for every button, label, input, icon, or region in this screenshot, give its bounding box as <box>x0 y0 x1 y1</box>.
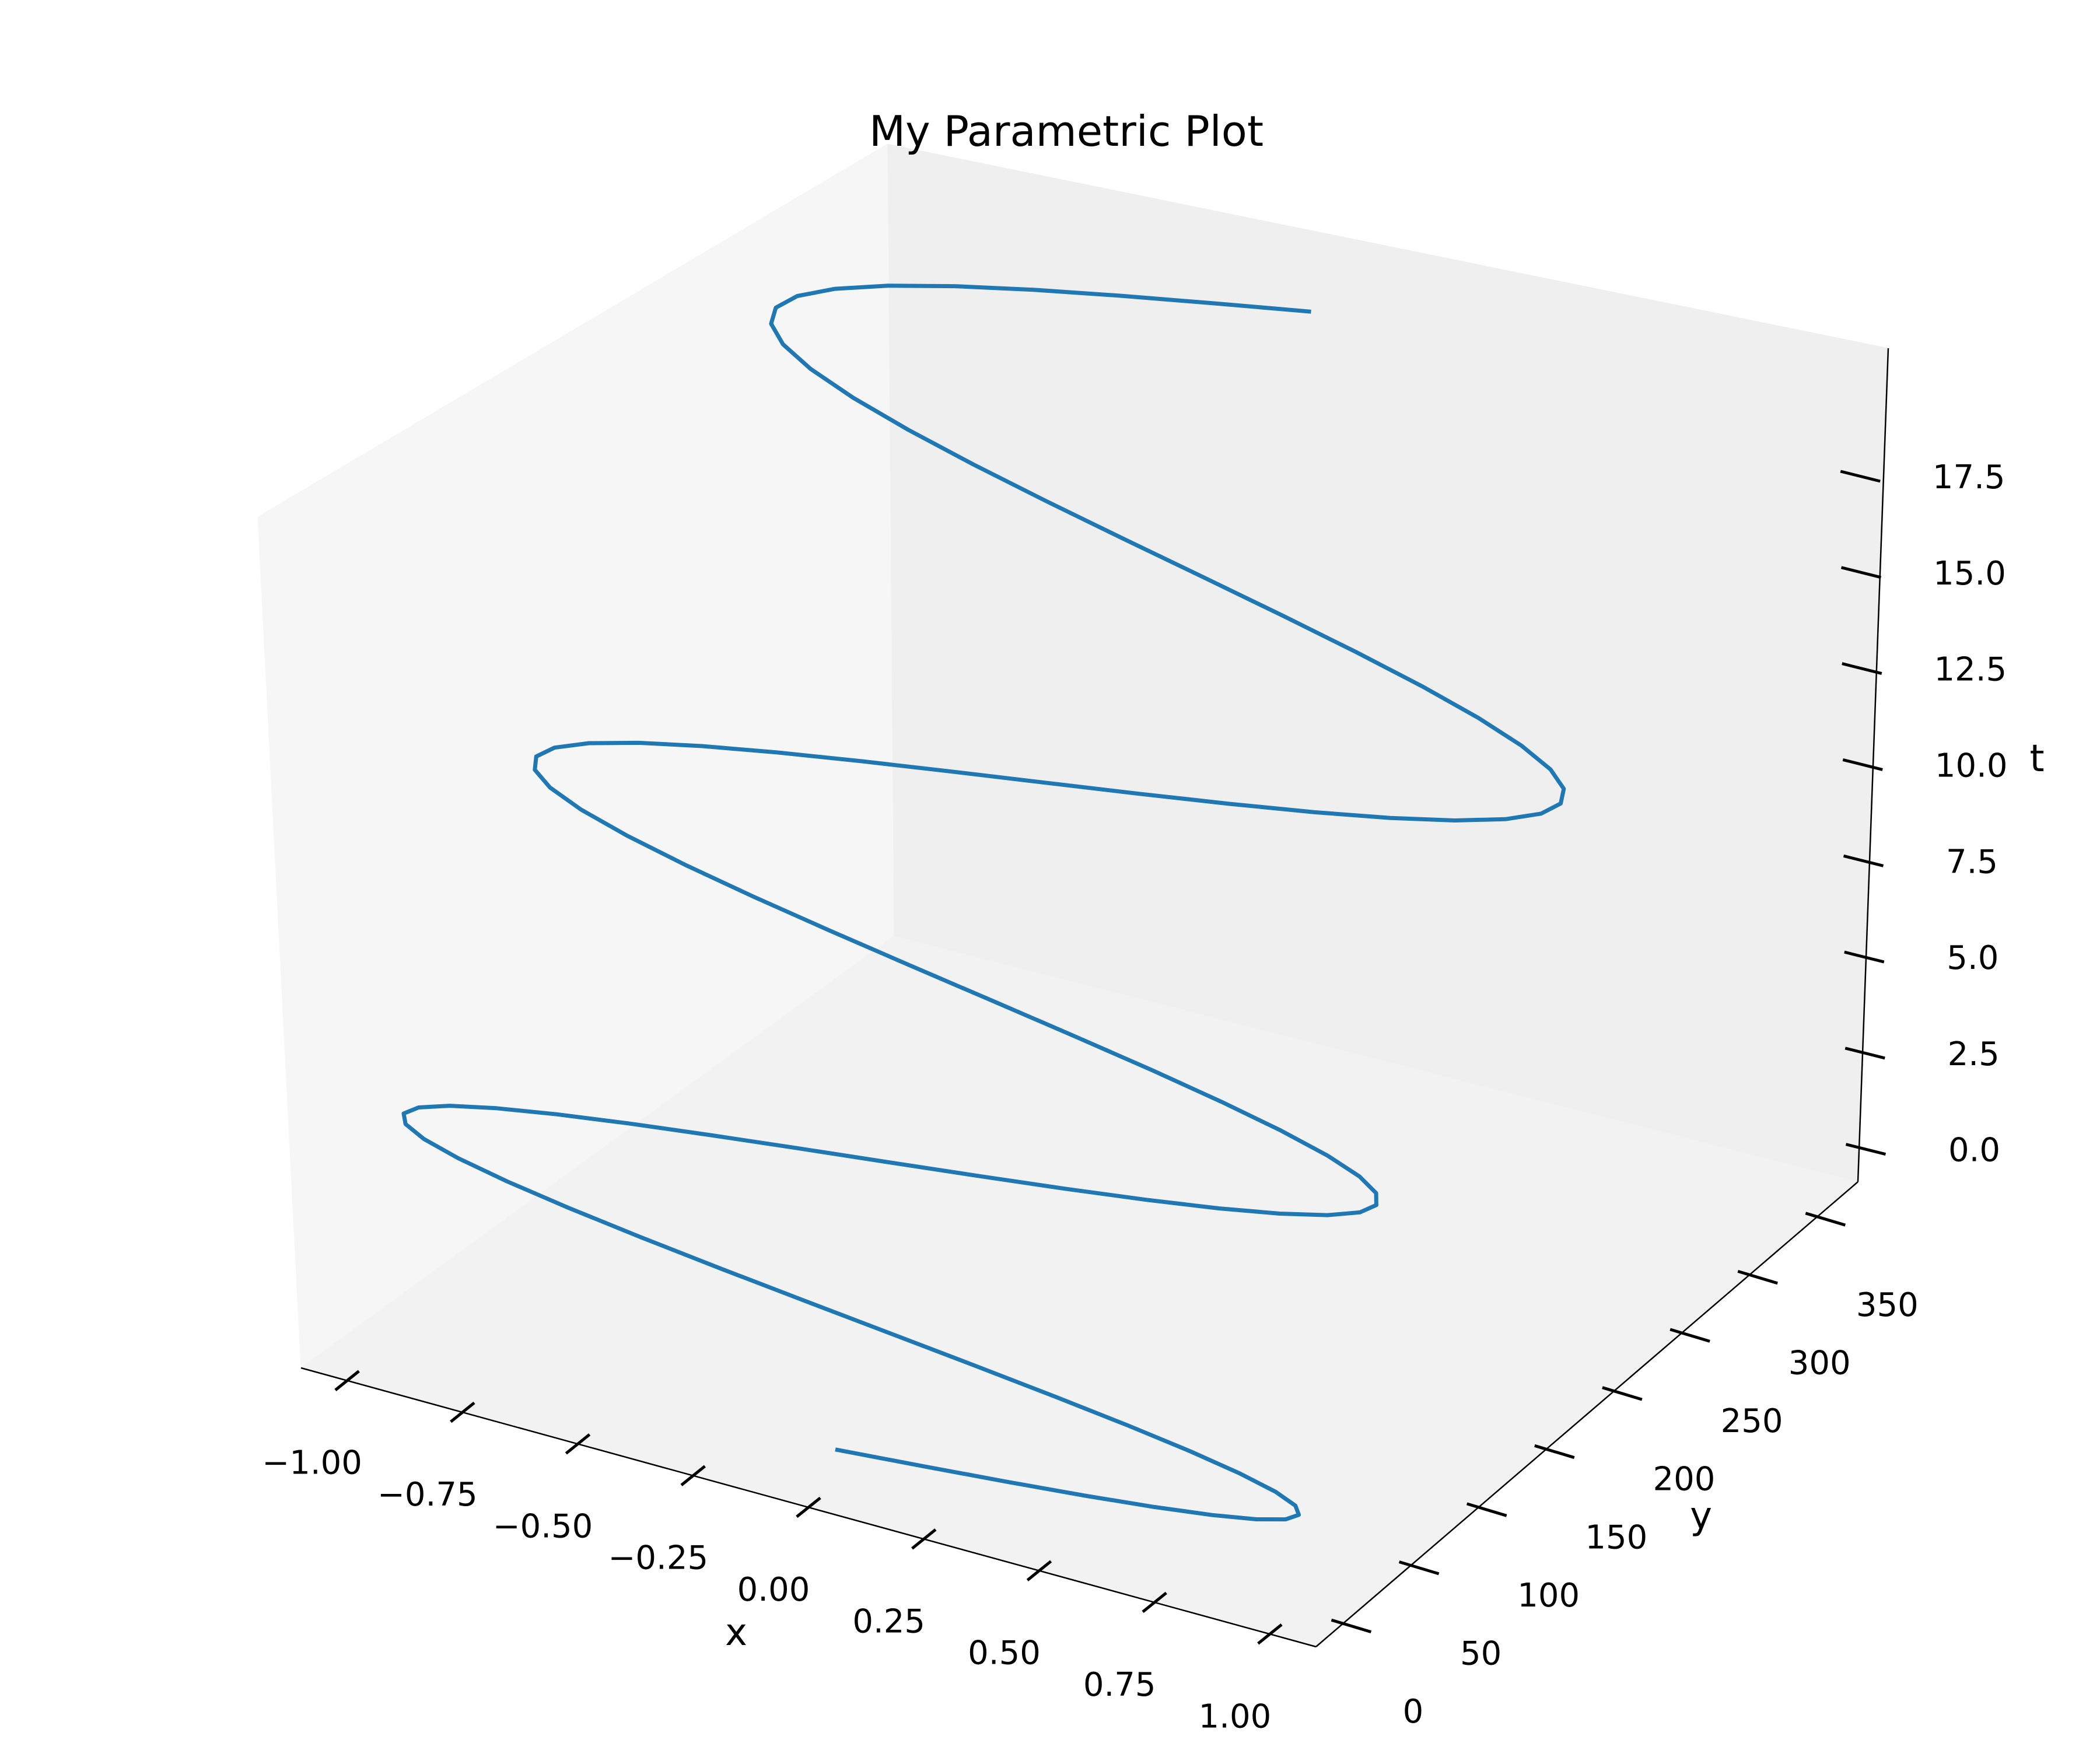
x-tick-label: −1.00 <box>262 1444 362 1482</box>
y-tick <box>1737 1270 1778 1285</box>
x-tick <box>565 1433 591 1455</box>
z-tick-label: 0.0 <box>1948 1132 2000 1170</box>
x-tick-label: 0.00 <box>737 1571 810 1609</box>
x-tick-label: 1.00 <box>1199 1698 1272 1735</box>
y-tick <box>1331 1618 1372 1633</box>
x-tick <box>796 1496 821 1518</box>
x-tick-label: −0.25 <box>608 1539 708 1577</box>
z-tick-label: 7.5 <box>1946 843 1998 881</box>
y-tick <box>1466 1502 1507 1517</box>
y-tick-label: 250 <box>1721 1402 1783 1440</box>
x-axis-label: x <box>725 1611 747 1654</box>
z-tick <box>1845 1046 1885 1060</box>
y-tick-label: 150 <box>1585 1518 1647 1556</box>
z-tick-label: 2.5 <box>1948 1035 2000 1073</box>
y-tick <box>1805 1212 1846 1227</box>
x-tick <box>450 1401 475 1423</box>
x-tick <box>1142 1591 1167 1614</box>
y-tick-label: 200 <box>1653 1461 1715 1499</box>
z-tick <box>1840 566 1882 579</box>
y-tick-label: 350 <box>1856 1286 1919 1324</box>
z-tick-label: 12.5 <box>1934 651 2007 689</box>
y-tick <box>1534 1444 1575 1460</box>
y-tick-label: 50 <box>1460 1635 1502 1673</box>
x-tick <box>334 1370 360 1391</box>
z-tick-label: 10.0 <box>1935 747 2008 785</box>
y-tick <box>1398 1560 1440 1576</box>
z-tick-label: 15.0 <box>1933 555 2006 593</box>
z-tick <box>1843 854 1884 867</box>
x-tick <box>1026 1560 1052 1581</box>
z-tick <box>1842 662 1882 676</box>
y-tick-label: 100 <box>1517 1577 1580 1615</box>
z-tick-label: 5.0 <box>1947 939 1999 977</box>
y-tick-label: 0 <box>1403 1693 1424 1731</box>
x-tick <box>911 1528 937 1550</box>
x-tick-label: 0.25 <box>852 1602 925 1640</box>
z-tick <box>1844 950 1885 964</box>
y-axis-label: y <box>1690 1494 1712 1538</box>
z-tick-label: 17.5 <box>1933 459 2006 496</box>
ticks <box>334 470 1887 1645</box>
z-tick <box>1840 470 1881 483</box>
series-line <box>401 284 1566 1522</box>
x-tick-label: 0.75 <box>1083 1666 1156 1704</box>
y-tick-label: 300 <box>1788 1344 1851 1382</box>
z-axis-line <box>1857 348 1889 1182</box>
x-tick-label: −0.75 <box>377 1476 478 1514</box>
chart-title: My Parametric Plot <box>869 107 1264 156</box>
x-tick <box>680 1465 706 1486</box>
z-axis-label: t <box>2029 737 2044 780</box>
x-tick-label: 0.50 <box>968 1634 1041 1672</box>
z-tick <box>1842 758 1883 771</box>
x-tick-label: −0.50 <box>493 1507 593 1545</box>
y-axis-line <box>1315 1181 1859 1647</box>
z-tick <box>1845 1143 1887 1156</box>
y-tick <box>1602 1386 1643 1401</box>
x-tick <box>1257 1623 1283 1645</box>
tick-labels: −1.00−0.75−0.50−0.250.000.250.500.751.00… <box>262 459 2007 1735</box>
y-tick <box>1670 1328 1710 1343</box>
